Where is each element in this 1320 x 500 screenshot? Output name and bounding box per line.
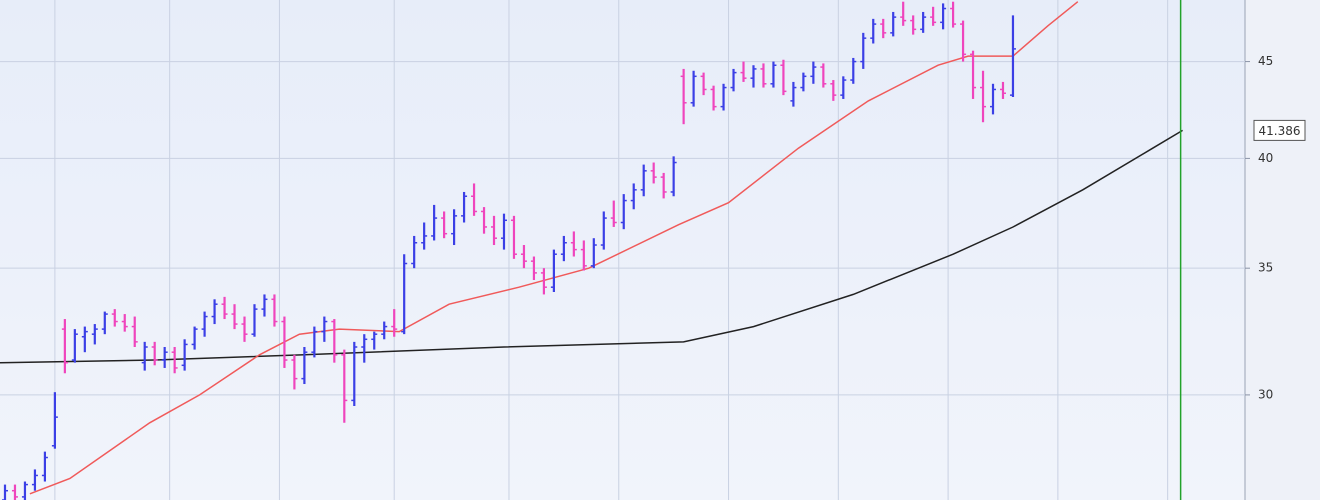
y-tick-label: 40 <box>1258 151 1273 165</box>
y-tick-label: 35 <box>1258 261 1273 275</box>
ma-slow-line <box>0 129 1183 364</box>
axis: 30 35 40 45 41.386 <box>1245 54 1306 401</box>
grid <box>0 0 1245 500</box>
y-tick-label: 45 <box>1258 54 1273 68</box>
marks <box>0 0 1183 500</box>
axis-panel <box>1245 0 1320 500</box>
last-value-box <box>1253 119 1306 141</box>
plot-area <box>0 0 1245 500</box>
last-value-label: 41.386 <box>1259 124 1301 138</box>
y-tick-label: 30 <box>1258 387 1273 401</box>
